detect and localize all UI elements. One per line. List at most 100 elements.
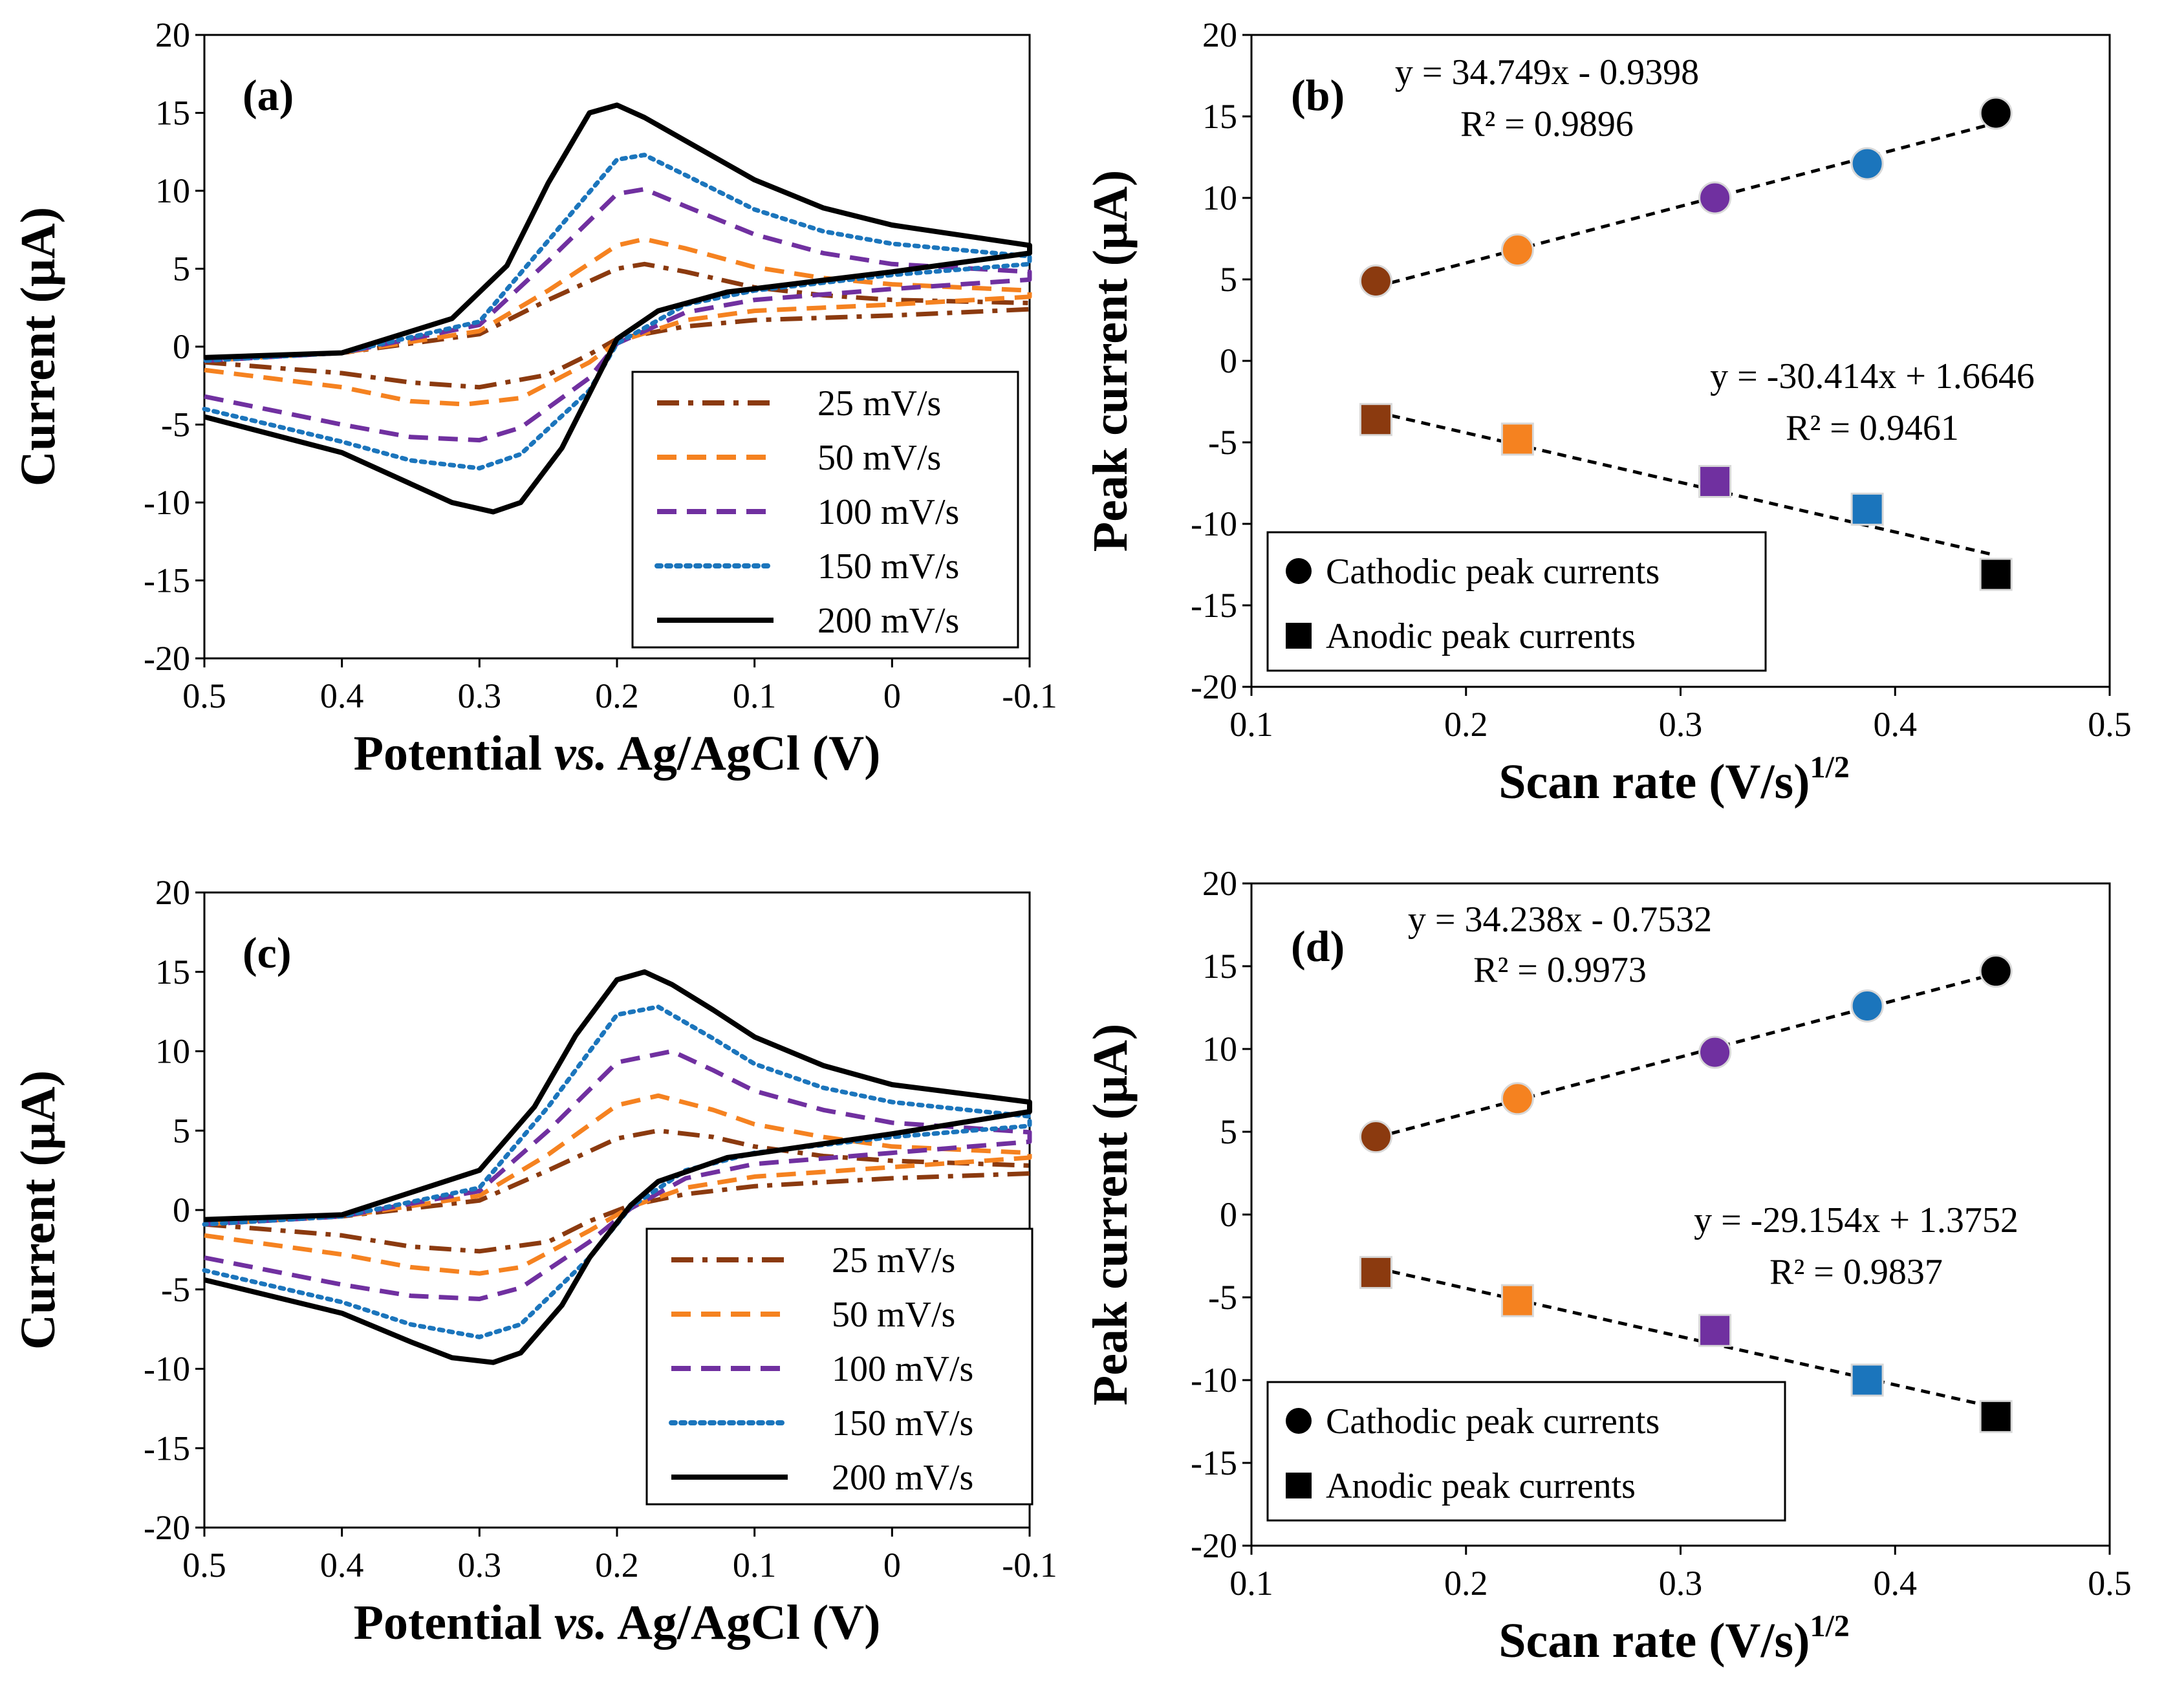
y-tick-label: -15 bbox=[1191, 586, 1237, 625]
cv-curve bbox=[204, 1093, 1032, 1276]
panel-b: 20 15 10 5 0 -5 -10 -15 -200.1 0.2 0.3 0.4 0.5 Scan r… bbox=[1083, 16, 2132, 809]
y-tick-label: 15 bbox=[1202, 947, 1237, 986]
x-tick-label: 0.1 bbox=[733, 1546, 777, 1584]
data-point-anodic bbox=[1979, 1400, 2013, 1433]
y-tick-label: 0 bbox=[173, 327, 190, 366]
data-point-cathodic bbox=[1698, 181, 1732, 215]
trendline bbox=[1375, 410, 1996, 557]
data-point-cathodic bbox=[1979, 96, 2013, 130]
legend-marker bbox=[1286, 558, 1312, 584]
fit-r-squared: R² = 0.9461 bbox=[1786, 408, 1959, 448]
y-tick-label: 15 bbox=[155, 953, 190, 991]
x-tick-label: 0.5 bbox=[2088, 705, 2132, 744]
y-tick-label: 10 bbox=[155, 1032, 190, 1071]
legend-box bbox=[1266, 1381, 1786, 1522]
cv-curve bbox=[204, 261, 1032, 390]
cv-curve bbox=[204, 237, 1032, 407]
legend-label: 50 mV/s bbox=[832, 1295, 955, 1335]
data-point-anodic bbox=[1850, 1363, 1884, 1397]
y-tick-label: -10 bbox=[144, 483, 190, 522]
x-tick-label: 0.2 bbox=[595, 1546, 639, 1584]
data-point-cathodic bbox=[1500, 1082, 1534, 1116]
x-tick-label: 0 bbox=[883, 1546, 901, 1584]
y-tick-label: -5 bbox=[1208, 423, 1237, 462]
x-axis-label-part: Ag/AgCl (V) bbox=[607, 1595, 880, 1650]
x-tick-label: 0.2 bbox=[1444, 1564, 1488, 1603]
cv-curve bbox=[204, 969, 1032, 1365]
x-tick-label: 0.3 bbox=[1659, 705, 1703, 744]
y-tick-label: 5 bbox=[173, 1111, 190, 1150]
y-tick-label: 10 bbox=[1202, 1030, 1237, 1068]
data-point-cathodic bbox=[1500, 233, 1534, 267]
data-point-anodic bbox=[1698, 464, 1732, 498]
y-tick-label: 20 bbox=[1202, 864, 1237, 903]
y-axis-label: Current (μA) bbox=[11, 207, 65, 486]
panel-label: (c) bbox=[243, 928, 291, 977]
x-axis-label: Scan rate (V/s)1/2 bbox=[1499, 1609, 1850, 1668]
x-axis-label-text: Scan rate (V/s) bbox=[1499, 755, 1810, 809]
x-tick-label: 0.5 bbox=[182, 1546, 226, 1584]
y-tick-label: -20 bbox=[1191, 667, 1237, 706]
cv-curve bbox=[202, 1004, 1032, 1339]
data-point-cathodic bbox=[1698, 1035, 1732, 1069]
y-tick-label: 5 bbox=[1220, 1112, 1237, 1151]
y-tick-label: -20 bbox=[144, 1508, 190, 1547]
x-axis-label: Potential vs. Ag/AgCl (V) bbox=[354, 726, 881, 781]
fit-equation: y = 34.238x - 0.7532 bbox=[1408, 900, 1712, 940]
fit-equation: y = -29.154x + 1.3752 bbox=[1694, 1200, 2018, 1240]
y-tick-label: -10 bbox=[1191, 504, 1237, 543]
x-tick-label: 0.5 bbox=[182, 676, 226, 715]
x-tick-label: 0.3 bbox=[458, 1546, 502, 1584]
legend-label: Cathodic peak currents bbox=[1326, 552, 1660, 592]
y-tick-label: 0 bbox=[1220, 1195, 1237, 1234]
panel-c: 20 15 10 5 0 -5 -10 -15 -200.5 0.4 0.3 0.2 0.1 0 -0.1 P… bbox=[11, 873, 1057, 1650]
legend-marker bbox=[1286, 1408, 1312, 1434]
legend-label: 100 mV/s bbox=[832, 1349, 973, 1389]
legend-box bbox=[1266, 531, 1767, 672]
y-tick-label: -15 bbox=[1191, 1443, 1237, 1482]
y-tick-label: -5 bbox=[161, 1270, 190, 1309]
panel-label: (b) bbox=[1291, 70, 1345, 120]
data-point-cathodic bbox=[1850, 147, 1884, 180]
fit-equation: y = 34.749x - 0.9398 bbox=[1395, 52, 1699, 92]
data-point-anodic bbox=[1359, 1256, 1392, 1290]
cv-curve bbox=[204, 1049, 1032, 1301]
x-axis-label-part: Potential bbox=[354, 726, 554, 781]
x-tick-label: 0.2 bbox=[595, 676, 639, 715]
x-tick-label: 0.5 bbox=[2088, 1564, 2132, 1603]
x-axis-label-superscript: 1/2 bbox=[1810, 750, 1849, 784]
cv-curve bbox=[203, 102, 1032, 515]
y-tick-label: -5 bbox=[1208, 1278, 1237, 1317]
legend-label: 50 mV/s bbox=[817, 438, 941, 478]
x-tick-label: -0.1 bbox=[1002, 1546, 1057, 1584]
x-tick-label: -0.1 bbox=[1002, 676, 1057, 715]
y-axis-label: Peak current (μA) bbox=[1083, 1024, 1138, 1405]
x-axis-label-superscript: 1/2 bbox=[1810, 1609, 1849, 1643]
data-point-cathodic bbox=[1359, 1120, 1392, 1154]
x-axis-label-text: Scan rate (V/s) bbox=[1499, 1614, 1810, 1668]
legend-label: 25 mV/s bbox=[832, 1240, 955, 1281]
y-tick-label: 10 bbox=[1202, 178, 1237, 217]
y-axis-label: Peak current (μA) bbox=[1083, 170, 1138, 552]
trendline bbox=[1375, 1266, 1996, 1409]
y-tick-label: -10 bbox=[1191, 1361, 1237, 1400]
fit-r-squared: R² = 0.9896 bbox=[1460, 104, 1634, 144]
x-tick-label: 0.1 bbox=[1229, 705, 1273, 744]
x-axis-label: Scan rate (V/s)1/2 bbox=[1499, 750, 1850, 809]
panel-a: 20 15 10 5 0 -5 -10 -15 -200.5 0.4 0.3 0.2 0.1 0 -0.1 P… bbox=[11, 16, 1057, 781]
fit-r-squared: R² = 0.9837 bbox=[1769, 1252, 1943, 1292]
fit-equation: y = -30.414x + 1.6646 bbox=[1710, 356, 2035, 396]
x-axis-label-part: vs. bbox=[554, 1595, 607, 1650]
legend-label: Anodic peak currents bbox=[1326, 1466, 1636, 1506]
legend-label: 150 mV/s bbox=[832, 1403, 973, 1443]
legend-label: Anodic peak currents bbox=[1326, 616, 1636, 656]
x-tick-label: 0.4 bbox=[1874, 1564, 1918, 1603]
y-tick-label: 5 bbox=[1220, 260, 1237, 299]
y-tick-label: -15 bbox=[144, 561, 190, 600]
y-tick-label: 10 bbox=[155, 171, 190, 210]
data-point-anodic bbox=[1359, 403, 1392, 437]
x-axis-label-part: Potential bbox=[354, 1595, 554, 1650]
x-tick-label: 0.3 bbox=[458, 676, 502, 715]
legend-label: 200 mV/s bbox=[817, 601, 959, 641]
